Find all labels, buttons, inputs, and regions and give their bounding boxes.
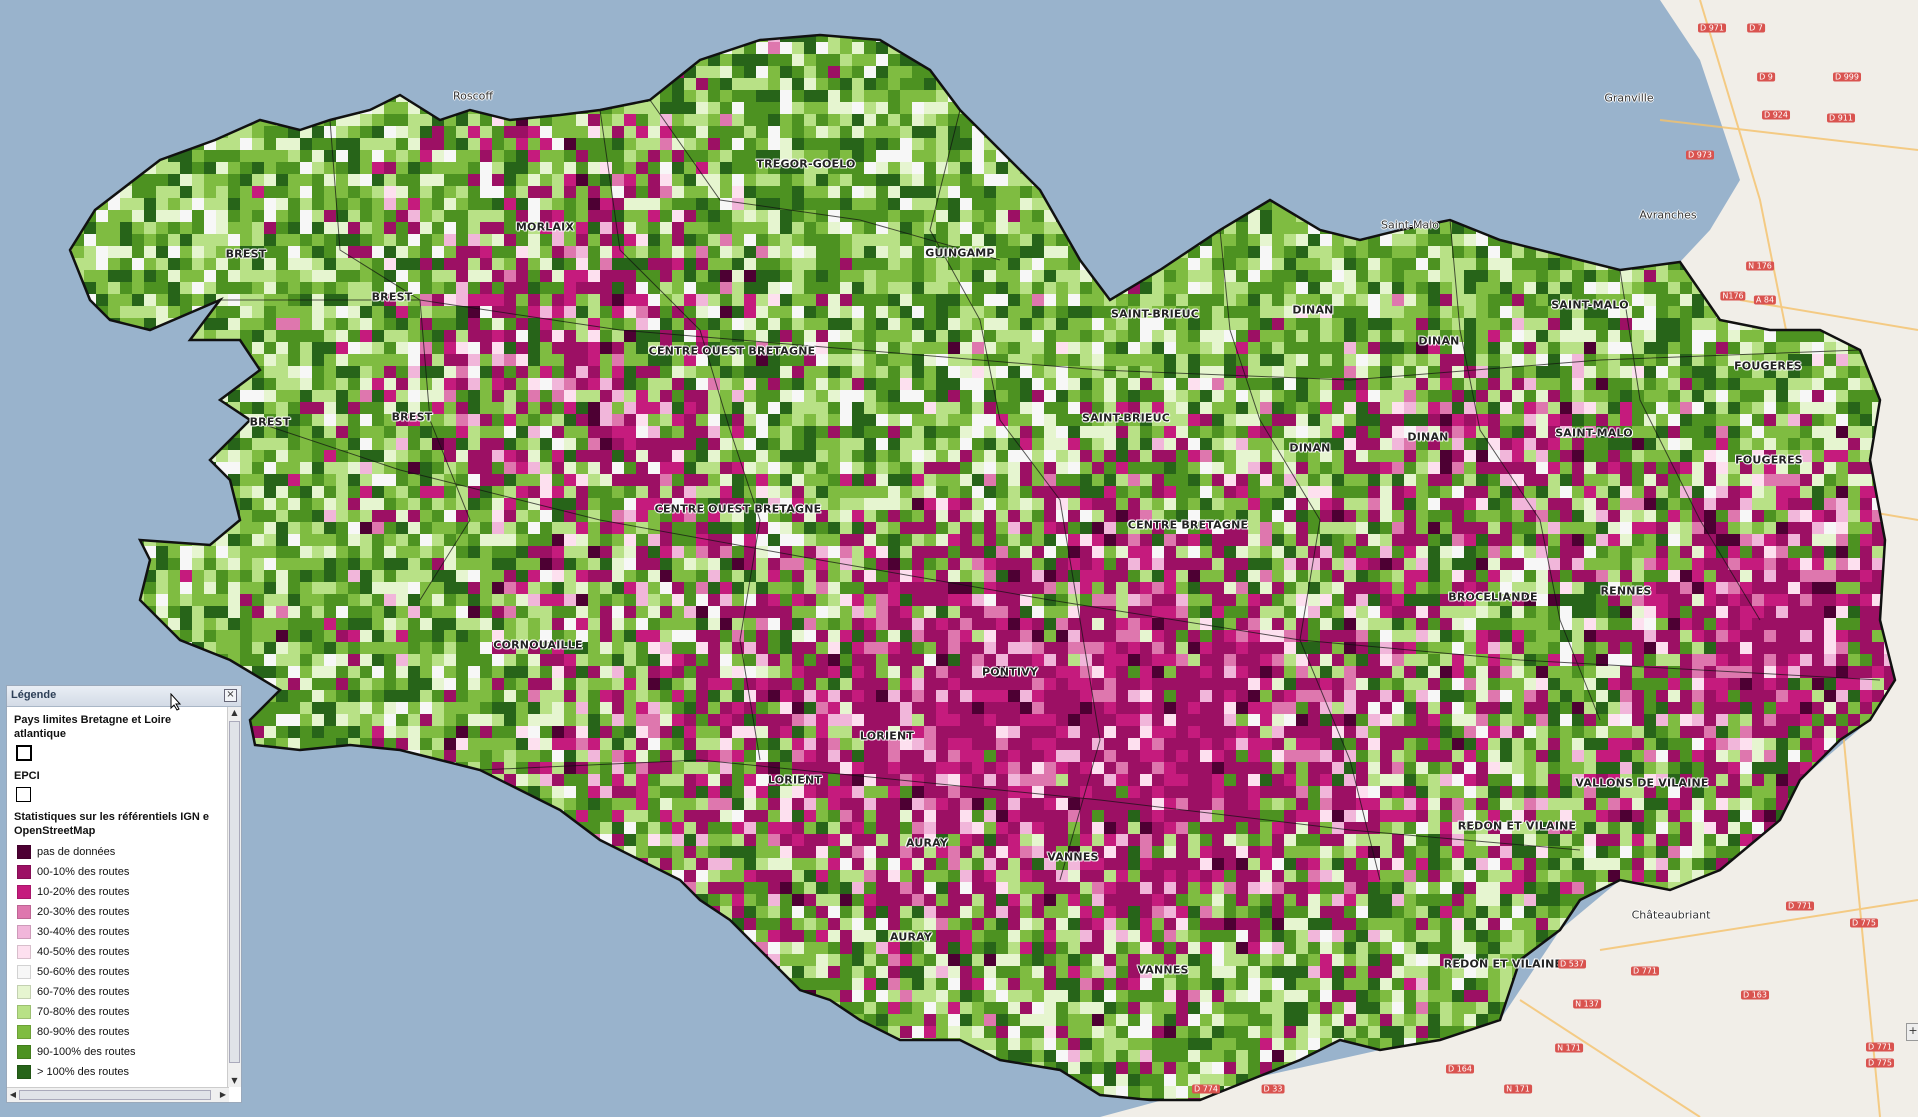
legend-body: Pays limites Bretagne et Loire atlantiqu…	[7, 707, 229, 1087]
legend-item: > 100% des routes	[14, 1062, 229, 1082]
legend-item-label: 60-70% des routes	[37, 986, 130, 998]
legend-section-epci: EPCI	[14, 770, 40, 782]
legend-item-label: > 100% des routes	[37, 1066, 130, 1078]
legend-item-label: 30-40% des routes	[37, 926, 130, 938]
legend-item: 50-60% des routes	[14, 962, 229, 982]
legend-swatch	[17, 925, 31, 939]
legend-swatch	[17, 1005, 31, 1019]
scroll-down-icon[interactable]: ▼	[231, 1076, 238, 1085]
legend-section-stats: Statistiques sur les référentiels IGN e …	[14, 811, 210, 837]
legend-swatch	[17, 965, 31, 979]
scroll-left-icon[interactable]: ◀	[9, 1090, 17, 1099]
legend-panel[interactable]: Légende × Pays limites Bretagne et Loire…	[6, 685, 242, 1103]
legend-swatch	[17, 1065, 31, 1079]
legend-horizontal-scrollbar[interactable]: ◀ ▶	[7, 1087, 229, 1102]
legend-vertical-scrollbar[interactable]: ▲ ▼	[227, 707, 241, 1087]
legend-symbol-thick-box	[16, 745, 32, 761]
legend-symbol-thin-box	[16, 787, 31, 802]
zoom-in-button[interactable]: +	[1906, 1023, 1918, 1041]
legend-item: 80-90% des routes	[14, 1022, 229, 1042]
legend-close-button[interactable]: ×	[224, 689, 237, 702]
hscroll-thumb[interactable]	[19, 1090, 211, 1100]
legend-item: 60-70% des routes	[14, 982, 229, 1002]
legend-swatch	[17, 885, 31, 899]
legend-items: pas de données 00-10% des routes 10-20% de…	[14, 842, 229, 1082]
legend-item: 30-40% des routes	[14, 922, 229, 942]
legend-swatch	[17, 1025, 31, 1039]
legend-item: 90-100% des routes	[14, 1042, 229, 1062]
legend-item-label: 00-10% des routes	[37, 866, 130, 878]
mouse-cursor-icon	[170, 693, 182, 711]
scroll-thumb[interactable]	[229, 721, 240, 1063]
legend-swatch	[17, 945, 31, 959]
legend-swatch	[17, 845, 31, 859]
legend-item-label: 50-60% des routes	[37, 966, 130, 978]
legend-swatch	[17, 985, 31, 999]
legend-item-label: 80-90% des routes	[37, 1026, 130, 1038]
legend-item: 40-50% des routes	[14, 942, 229, 962]
legend-item: 00-10% des routes	[14, 862, 229, 882]
legend-header[interactable]: Légende ×	[7, 686, 241, 707]
legend-item: 70-80% des routes	[14, 1002, 229, 1022]
legend-title: Légende	[11, 689, 57, 701]
legend-item: 20-30% des routes	[14, 902, 229, 922]
scroll-right-icon[interactable]: ▶	[219, 1090, 227, 1099]
legend-item-label: 70-80% des routes	[37, 1006, 130, 1018]
legend-section-pays: Pays limites Bretagne et Loire atlantiqu…	[14, 714, 172, 740]
legend-item-label: 90-100% des routes	[37, 1046, 136, 1058]
legend-item-label: 20-30% des routes	[37, 906, 130, 918]
legend-swatch	[17, 905, 31, 919]
legend-swatch	[17, 865, 31, 879]
legend-item-label: pas de données	[37, 846, 116, 858]
legend-item: 10-20% des routes	[14, 882, 229, 902]
legend-swatch	[17, 1045, 31, 1059]
legend-item-label: 10-20% des routes	[37, 886, 130, 898]
legend-item: pas de données	[14, 842, 229, 862]
scroll-up-icon[interactable]: ▲	[231, 708, 238, 717]
legend-item-label: 40-50% des routes	[37, 946, 130, 958]
